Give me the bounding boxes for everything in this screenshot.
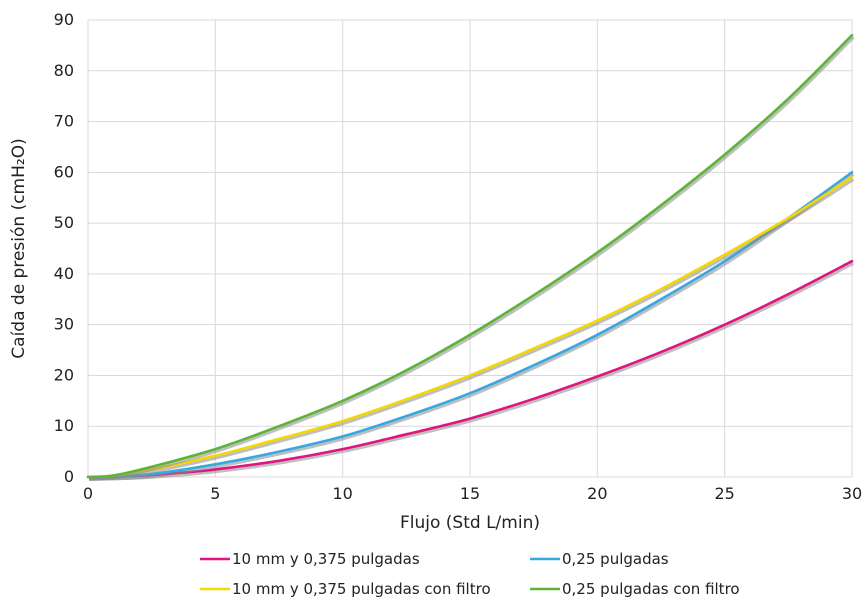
y-tick-label: 60 [54, 162, 74, 181]
y-tick-label: 40 [54, 264, 74, 283]
y-tick-label: 30 [54, 315, 74, 334]
x-tick-label: 10 [332, 484, 352, 503]
x-tick-label: 15 [460, 484, 480, 503]
y-tick-label: 80 [54, 61, 74, 80]
y-tick-label: 10 [54, 416, 74, 435]
x-tick-label: 30 [842, 484, 862, 503]
series-line-shadow [88, 177, 855, 481]
y-tick-label: 50 [54, 213, 74, 232]
x-tick-label: 0 [83, 484, 93, 503]
y-axis-title: Caída de presión (cmH₂O) [9, 138, 29, 358]
y-tick-label: 0 [64, 467, 74, 486]
series-lines [86, 33, 855, 481]
legend-label-4: 0,25 pulgadas con filtro [562, 580, 740, 598]
y-tick-label: 90 [54, 10, 74, 29]
legend-label-1: 10 mm y 0,375 pulgadas [232, 550, 420, 568]
x-axis-title: Flujo (Std L/min) [400, 513, 540, 533]
legend-label-2: 0,25 pulgadas [562, 550, 669, 568]
series-line-shadow [88, 260, 855, 481]
legend-label-3: 10 mm y 0,375 pulgadas con filtro [232, 580, 491, 598]
x-tick-label: 20 [587, 484, 607, 503]
x-tick-label: 25 [714, 484, 734, 503]
series-line-2 [86, 171, 854, 479]
series-line-shadow [88, 171, 855, 481]
series-line-4 [86, 33, 854, 479]
y-tick-label: 70 [54, 112, 74, 131]
series-line-shadow [88, 35, 855, 481]
x-tick-label: 5 [210, 484, 220, 503]
tick-labels: 0 10 20 30 40 50 60 70 80 90 0 5 10 15 20 25 30 [54, 10, 863, 503]
legend: 10 mm y 0,375 pulgadas 0,25 pulgadas 10 mm… [200, 550, 740, 598]
y-tick-label: 20 [54, 365, 74, 384]
